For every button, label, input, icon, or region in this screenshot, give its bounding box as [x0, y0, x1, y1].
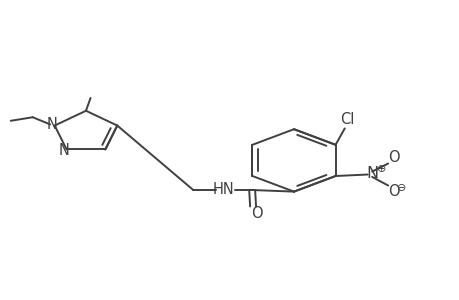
Text: O: O	[387, 184, 398, 199]
Text: O: O	[387, 150, 398, 165]
Text: ⊖: ⊖	[396, 183, 406, 193]
Text: Cl: Cl	[339, 112, 353, 127]
Text: ⊕: ⊕	[376, 164, 386, 174]
Text: O: O	[251, 206, 262, 220]
Text: N: N	[47, 117, 58, 132]
Text: N: N	[59, 143, 70, 158]
Text: HN: HN	[212, 182, 234, 197]
Text: N: N	[365, 167, 377, 182]
